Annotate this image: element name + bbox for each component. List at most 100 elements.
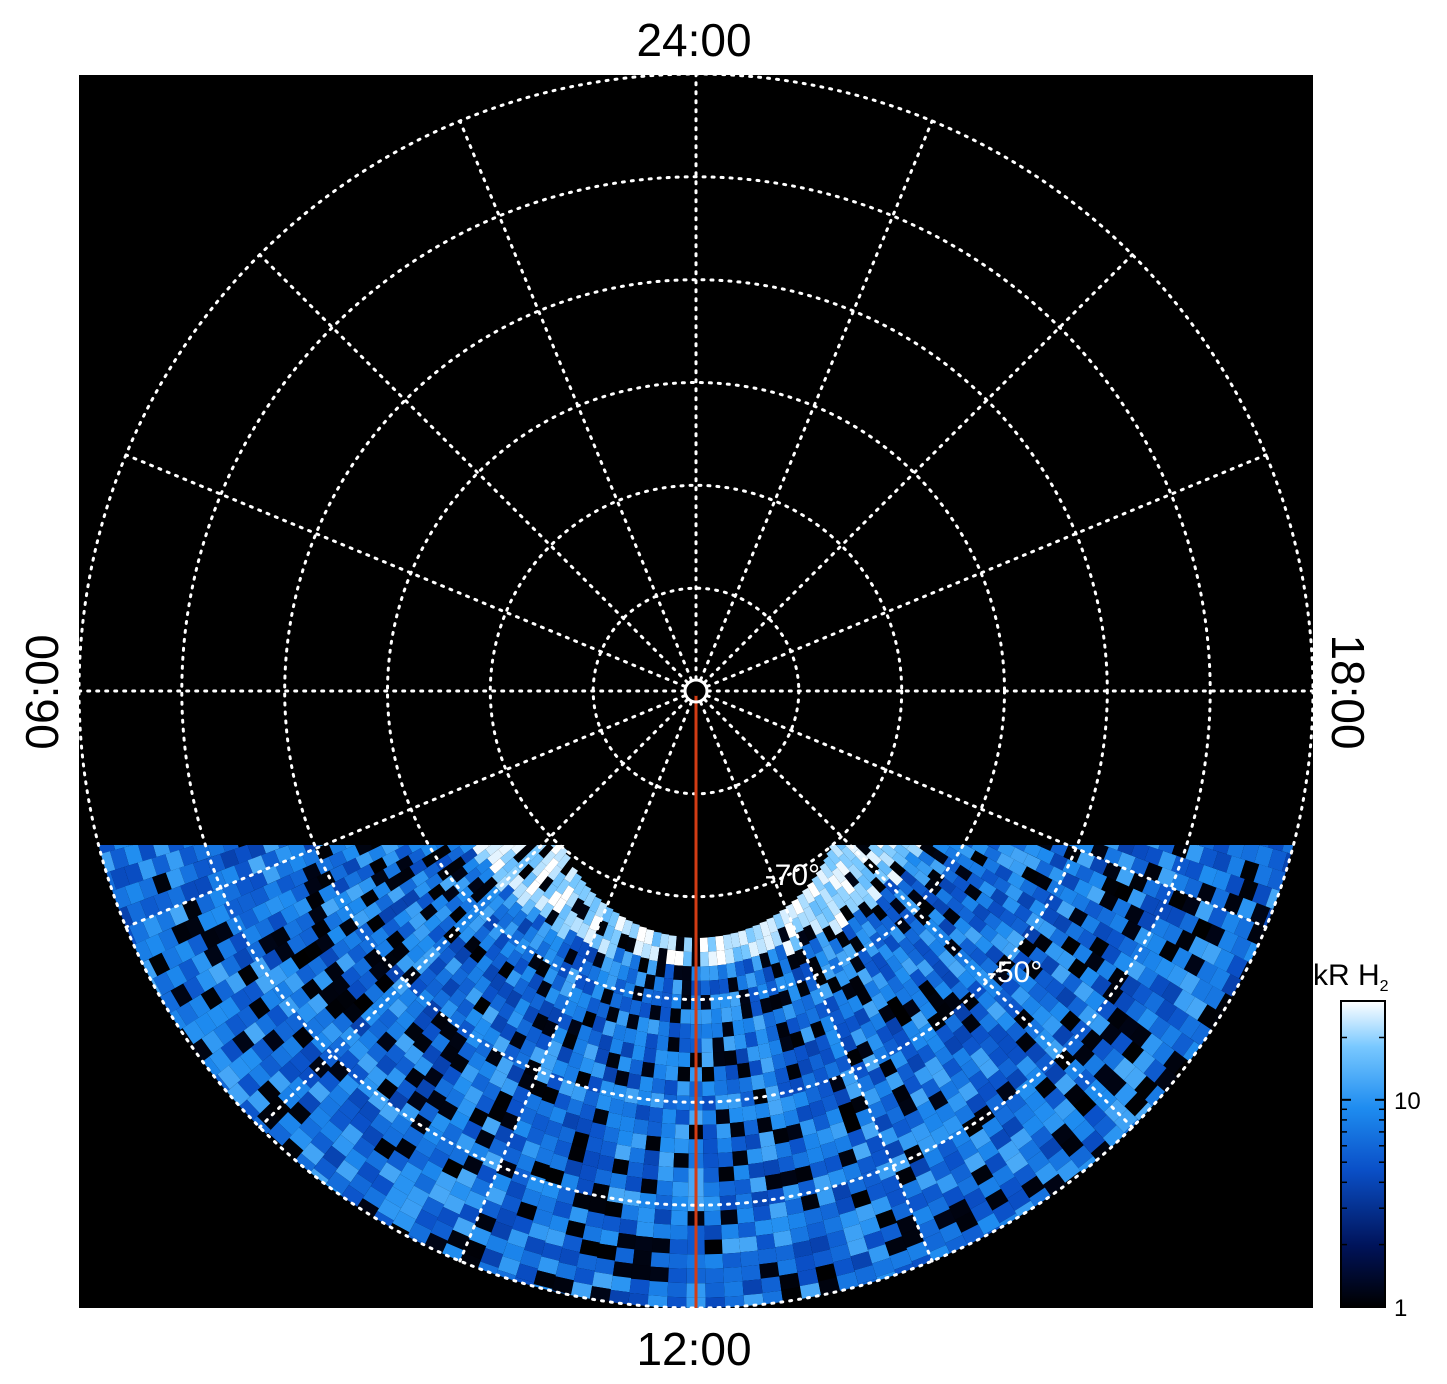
heatmap-cell — [650, 1252, 670, 1268]
heatmap-cell — [525, 1025, 543, 1044]
heatmap-cell — [647, 1019, 660, 1035]
heatmap-cell — [794, 1254, 816, 1272]
heatmap-cell — [738, 989, 751, 1005]
heatmap-cell — [624, 937, 637, 953]
heatmap-cell — [1039, 1137, 1063, 1160]
heatmap-cell — [979, 924, 999, 943]
heatmap-cell — [587, 965, 602, 982]
heatmap-cell — [247, 855, 267, 875]
heatmap-cell — [724, 948, 735, 964]
heatmap-cell — [1044, 1063, 1067, 1085]
heatmap-cell — [633, 1118, 649, 1135]
heatmap-cell — [439, 1021, 459, 1041]
heatmap-cell — [732, 1019, 745, 1036]
heatmap-cell — [851, 1189, 872, 1209]
heatmap-cell — [671, 993, 682, 1009]
heatmap-cell — [889, 1050, 909, 1070]
heatmap-cell — [665, 949, 676, 965]
heatmap-cell — [648, 1107, 664, 1123]
heatmap-cell — [791, 998, 807, 1016]
heatmap-cell — [401, 933, 421, 952]
heatmap-cell — [913, 870, 931, 887]
heatmap-cell — [467, 1051, 487, 1071]
heatmap-cell — [295, 912, 316, 932]
heatmap-cell — [1171, 1032, 1195, 1057]
heatmap-cell — [849, 935, 865, 954]
heatmap-cell — [352, 1136, 376, 1159]
heatmap-cell — [677, 1066, 691, 1082]
heatmap-cell — [456, 1098, 477, 1118]
heatmap-cell — [358, 935, 379, 955]
heatmap-cell — [299, 926, 319, 947]
heatmap-cell — [478, 867, 495, 884]
heatmap-cell — [931, 959, 951, 979]
heatmap-cell — [917, 1218, 941, 1240]
heatmap-cell — [715, 1109, 730, 1125]
heatmap-cell — [566, 1098, 584, 1116]
heatmap-cell — [209, 1047, 233, 1072]
heatmap-cell — [679, 1038, 691, 1053]
heatmap-cell — [823, 881, 838, 898]
heatmap-cell — [924, 879, 942, 896]
heatmap-cell — [943, 856, 961, 873]
heatmap-cell — [316, 870, 336, 889]
heatmap-cell — [583, 891, 597, 908]
heatmap-cell — [879, 963, 896, 982]
heatmap-cell — [236, 1099, 260, 1124]
heatmap-cell — [637, 1090, 652, 1107]
heatmap-cell — [952, 1047, 972, 1068]
heatmap-cell — [635, 971, 647, 988]
heatmap-cell — [579, 1164, 598, 1182]
heatmap-cell — [592, 1108, 609, 1126]
heatmap-cell — [428, 925, 447, 944]
heatmap-cell — [916, 860, 934, 877]
heatmap-cell — [329, 975, 351, 996]
heatmap-cell — [589, 914, 602, 932]
heatmap-cell — [841, 923, 857, 941]
heatmap-cell — [490, 1014, 508, 1034]
heatmap-cell — [232, 1030, 255, 1054]
heatmap-cell — [1223, 892, 1244, 915]
heatmap-cell — [736, 1207, 755, 1224]
heatmap-cell — [1005, 1152, 1029, 1175]
heatmap-cell — [704, 1239, 723, 1255]
heatmap-cell — [529, 887, 545, 904]
heatmap-cell — [1004, 1092, 1027, 1114]
heatmap-cell — [1102, 1125, 1127, 1149]
heatmap-cell — [428, 1183, 451, 1205]
heatmap-cell — [727, 1093, 742, 1109]
heatmap-cell — [1045, 978, 1066, 999]
heatmap-cell — [988, 1046, 1009, 1068]
heatmap-cell — [549, 1106, 567, 1125]
heatmap-cell — [542, 928, 558, 946]
heatmap-cell — [419, 903, 438, 921]
heatmap-cell — [607, 911, 620, 928]
heatmap-cell — [158, 928, 179, 951]
heatmap-cell — [676, 1081, 690, 1096]
heatmap-cell — [850, 1251, 873, 1271]
heatmap-cell — [963, 1187, 987, 1210]
heatmap-cell — [785, 903, 798, 920]
heatmap-cell — [1053, 1098, 1077, 1121]
heatmap-cell — [556, 942, 571, 959]
heatmap-cell — [757, 1042, 772, 1060]
heatmap-cell — [442, 885, 460, 903]
meridian-gridline — [258, 253, 689, 684]
heatmap-cell — [802, 887, 816, 904]
heatmap-cell — [400, 1161, 423, 1184]
heatmap-cell — [568, 1206, 589, 1224]
local-time-label-bottom: 12:00 — [636, 1323, 751, 1375]
heatmap-cell — [1068, 907, 1088, 927]
heatmap-cell — [907, 889, 925, 906]
heatmap-cell — [809, 918, 824, 936]
heatmap-cell — [598, 1034, 613, 1051]
heatmap-cell — [1062, 858, 1081, 877]
heatmap-cell — [743, 1293, 765, 1308]
heatmap-cell — [942, 1057, 963, 1078]
heatmap-cell — [1178, 1014, 1202, 1039]
heatmap-cell — [986, 1001, 1007, 1021]
heatmap-cell — [195, 969, 218, 992]
heatmap-cell — [819, 887, 834, 904]
heatmap-cell — [987, 900, 1006, 919]
heatmap-cell — [424, 1232, 448, 1254]
